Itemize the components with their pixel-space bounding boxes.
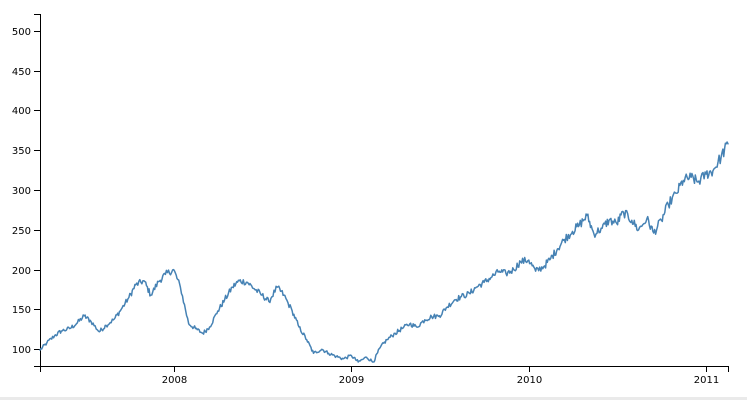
y-tick-label: 200 <box>12 266 31 277</box>
y-tick-label: 150 <box>12 305 31 316</box>
y-tick-label: 450 <box>12 67 31 78</box>
y-tick-label: 100 <box>12 345 31 356</box>
y-tick-label: 500 <box>12 27 31 38</box>
x-tick-label: 2008 <box>162 375 187 386</box>
y-tick-label: 350 <box>12 146 31 157</box>
y-tick-label: 250 <box>12 226 31 237</box>
series-line <box>39 141 729 363</box>
y-axis-line <box>34 14 41 367</box>
bottom-divider <box>0 397 747 400</box>
x-tick-label: 2010 <box>517 375 542 386</box>
x-axis-line <box>40 366 729 372</box>
x-tick-label: 2009 <box>339 375 364 386</box>
y-axis: 100 150 200 250 300 350 400 450 500 <box>12 14 41 367</box>
y-tick-label: 400 <box>12 106 31 117</box>
x-tick-label: 2011 <box>694 375 719 386</box>
y-tick-label: 300 <box>12 186 31 197</box>
x-axis: 2008 2009 2010 2011 <box>40 366 729 386</box>
series-group <box>39 141 729 363</box>
